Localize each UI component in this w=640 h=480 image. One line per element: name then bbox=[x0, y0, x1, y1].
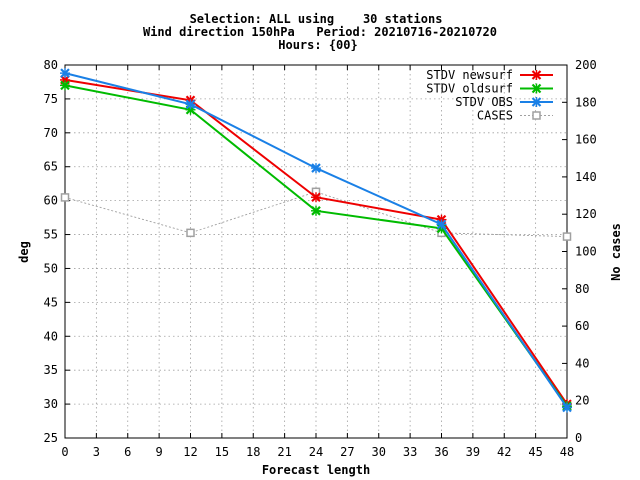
data-point-marker bbox=[562, 232, 572, 241]
y2-tick-label: 140 bbox=[575, 170, 597, 184]
series-layer bbox=[60, 68, 572, 413]
y-tick-label: 45 bbox=[44, 295, 58, 309]
chart-title-line-3: Hours: {00} bbox=[278, 38, 357, 52]
grid bbox=[65, 65, 567, 438]
legend-entry-cases: CASES bbox=[477, 109, 553, 123]
chart-title-line-2: Wind direction 150hPa Period: 20210716-2… bbox=[143, 25, 497, 39]
data-point-marker bbox=[60, 80, 70, 91]
y-tick-label: 65 bbox=[44, 160, 58, 174]
y2-tick-label: 20 bbox=[575, 394, 589, 408]
y-tick-label: 80 bbox=[44, 58, 58, 72]
y-tick-label: 75 bbox=[44, 92, 58, 106]
y2-tick-label: 100 bbox=[575, 245, 597, 259]
x-tick-label: 21 bbox=[277, 445, 291, 459]
y-tick-label: 25 bbox=[44, 431, 58, 445]
x-tick-label: 12 bbox=[183, 445, 197, 459]
x-tick-label: 39 bbox=[466, 445, 480, 459]
legend-label: STDV oldsurf bbox=[426, 82, 513, 96]
x-tick-label: 30 bbox=[372, 445, 386, 459]
data-point-marker bbox=[60, 193, 70, 202]
x-tick-label: 27 bbox=[340, 445, 354, 459]
series-line bbox=[64, 191, 568, 238]
chart-title-line-1: Selection: ALL using 30 stations bbox=[190, 12, 443, 26]
data-point-marker bbox=[185, 99, 196, 110]
x-tick-label: 3 bbox=[93, 445, 100, 459]
x-tick-label: 36 bbox=[434, 445, 448, 459]
data-point-marker bbox=[311, 192, 321, 203]
x-tick-label: 0 bbox=[61, 445, 68, 459]
x-tick-label: 45 bbox=[528, 445, 542, 459]
data-point-marker bbox=[60, 68, 70, 79]
x-tick-label: 33 bbox=[403, 445, 417, 459]
legend-entry-stdv-oldsurf: STDV oldsurf bbox=[426, 82, 553, 96]
x-tick-label: 9 bbox=[156, 445, 163, 459]
legend-label: STDV newsurf bbox=[426, 68, 513, 82]
y-axis-label: deg bbox=[17, 241, 31, 263]
data-point-marker bbox=[531, 70, 542, 80]
y-tick-label: 60 bbox=[44, 194, 58, 208]
y-tick-label: 50 bbox=[44, 261, 58, 275]
x-tick-label: 15 bbox=[215, 445, 229, 459]
x-tick-label: 24 bbox=[309, 445, 323, 459]
y2-tick-label: 60 bbox=[575, 319, 589, 333]
y2-tick-label: 80 bbox=[575, 282, 589, 296]
data-point-marker bbox=[186, 228, 195, 238]
y-tick-label: 55 bbox=[44, 228, 58, 242]
y2-tick-label: 40 bbox=[575, 356, 589, 370]
data-point-marker bbox=[311, 163, 321, 174]
legend-entry-stdv-newsurf: STDV newsurf bbox=[426, 68, 553, 82]
data-point-marker bbox=[531, 97, 542, 107]
x-tick-label: 18 bbox=[246, 445, 260, 459]
y2-axis-label: No cases bbox=[609, 223, 623, 281]
data-point-marker bbox=[562, 402, 572, 413]
legend-label: STDV OBS bbox=[455, 95, 513, 109]
x-tick-label: 48 bbox=[560, 445, 574, 459]
y2-tick-label: 120 bbox=[575, 207, 597, 221]
data-point-marker bbox=[311, 205, 321, 216]
y2-tick-label: 0 bbox=[575, 431, 582, 445]
axes: 0 3 6 9 12 15 18 21 24 27 30 33 36 39 42 45 482530354045… bbox=[44, 58, 597, 459]
y-tick-label: 40 bbox=[44, 329, 58, 343]
x-axis-label: Forecast length bbox=[262, 463, 370, 477]
y2-tick-label: 160 bbox=[575, 133, 597, 147]
x-tick-label: 42 bbox=[497, 445, 511, 459]
x-tick-label: 6 bbox=[124, 445, 131, 459]
series-stdv-obs bbox=[60, 68, 572, 413]
legend-entry-stdv-obs: STDV OBS bbox=[455, 95, 553, 109]
y-tick-label: 70 bbox=[44, 126, 58, 140]
y2-tick-label: 180 bbox=[575, 95, 597, 109]
legend-label: CASES bbox=[477, 109, 513, 123]
y-tick-label: 35 bbox=[44, 363, 58, 377]
data-point-marker bbox=[532, 111, 541, 120]
data-point-marker bbox=[436, 219, 447, 230]
y2-tick-label: 200 bbox=[575, 58, 597, 72]
y-tick-label: 30 bbox=[44, 397, 58, 411]
data-point-marker bbox=[531, 83, 542, 94]
